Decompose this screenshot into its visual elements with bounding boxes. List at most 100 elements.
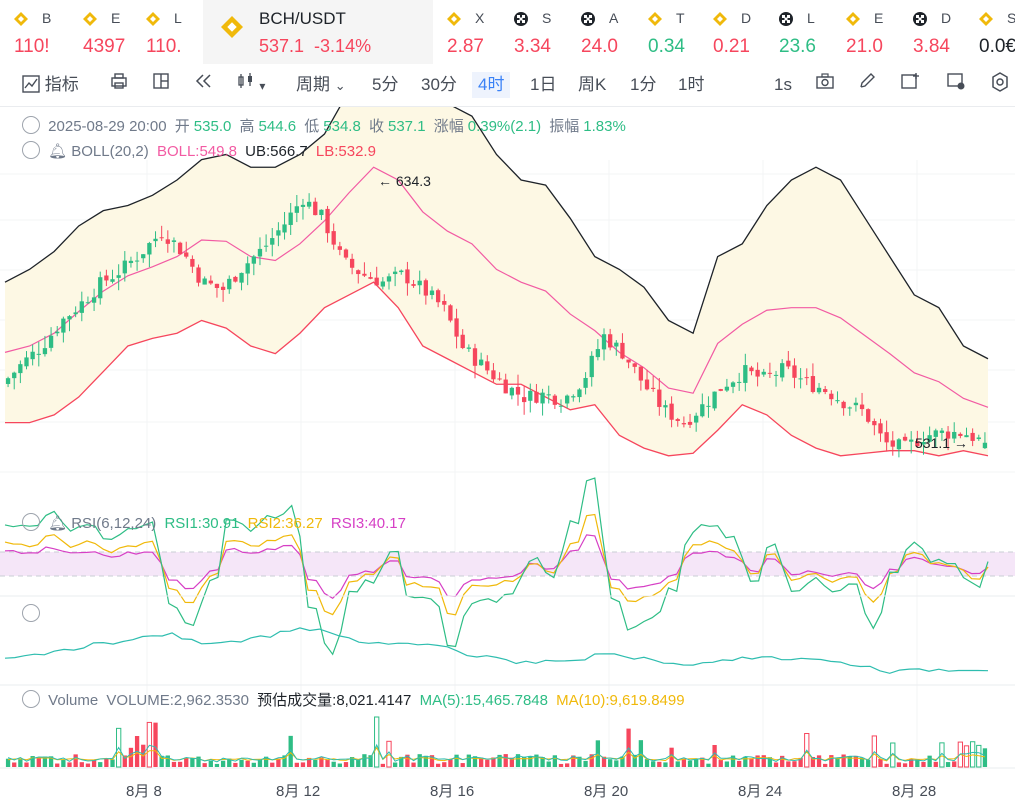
candle-body — [521, 397, 527, 403]
rsi2-value: RSI2:36.27 — [247, 515, 323, 532]
candle-body — [724, 386, 730, 391]
interval-1d[interactable]: 1日 — [530, 75, 557, 94]
volume-bar — [583, 760, 588, 767]
volume-bar — [374, 716, 380, 768]
rsi3-line — [4, 534, 989, 600]
volume-bar — [503, 754, 508, 767]
interval-week[interactable]: 周K — [578, 75, 607, 94]
candle-body — [491, 370, 496, 380]
ticker-price: 110! — [14, 36, 50, 57]
candle-body — [220, 286, 226, 290]
interval-1h[interactable]: 1时 — [678, 75, 705, 94]
speed-button[interactable]: 1s — [774, 75, 792, 94]
volume-bar — [435, 763, 441, 767]
rewind-icon[interactable] — [194, 72, 214, 98]
volume-bar — [853, 755, 859, 767]
print-icon[interactable] — [110, 72, 128, 98]
candle-body — [134, 260, 140, 262]
volume-bar — [915, 759, 920, 767]
candle-body — [472, 348, 478, 366]
ticker-item[interactable]: L 23.6 — [765, 0, 832, 64]
ticker-item[interactable]: D 0.21 — [699, 0, 765, 64]
candle-body — [73, 312, 78, 315]
collapse-icon[interactable] — [22, 690, 40, 708]
candle-body — [196, 267, 201, 283]
collapse-icon[interactable] — [22, 116, 40, 134]
open-value: 535.0 — [193, 118, 232, 135]
candle-type-button[interactable]: ▾ — [236, 72, 265, 98]
chevron-right-icon[interactable] — [22, 604, 40, 622]
ticker-item[interactable]: S 3.34 — [500, 0, 567, 64]
bell-icon[interactable]: 🔔︎ — [48, 143, 68, 160]
interval-30m[interactable]: 30分 — [421, 75, 457, 94]
camera-icon[interactable] — [815, 72, 835, 98]
rsi3-value: RSI3:40.17 — [330, 515, 406, 532]
ticker-item[interactable]: E 4397 — [69, 0, 132, 64]
ticker-item[interactable]: L 110. — [132, 0, 203, 64]
volume-bar — [300, 762, 306, 767]
collapse-icon[interactable] — [22, 513, 40, 531]
candle-body — [761, 371, 766, 375]
candle-body — [282, 224, 287, 233]
candle-body — [159, 237, 164, 239]
settings-screen-icon[interactable] — [946, 72, 966, 98]
candle-body — [153, 238, 158, 242]
collapse-icon[interactable] — [22, 141, 40, 159]
volume-bar — [42, 756, 48, 767]
ticker-item[interactable]: E 21.0 — [832, 0, 899, 64]
candle-body — [540, 392, 545, 404]
volume-bar — [902, 763, 908, 767]
add-window-icon[interactable] — [900, 72, 920, 98]
volume-bar — [263, 756, 269, 767]
volume-bar — [540, 757, 545, 767]
volume-bar — [368, 755, 373, 767]
price-chart[interactable]: ← 634.3 531.1 → — [0, 107, 1015, 808]
gear-icon[interactable] — [990, 72, 1010, 98]
candle-body — [306, 201, 312, 207]
interval-1m[interactable]: 1分 — [630, 75, 657, 94]
interval-5m[interactable]: 5分 — [372, 75, 399, 94]
candle-body — [5, 378, 11, 384]
candle-body — [42, 348, 48, 355]
ticker-symbol: X — [475, 10, 485, 26]
x-axis-label: 8月 16 — [430, 783, 475, 800]
volume-bar — [233, 762, 238, 767]
volume-bar — [614, 760, 619, 767]
ticker-active[interactable]: BCH/USDT 537.1 -3.14% — [203, 0, 433, 64]
period-dropdown[interactable]: 周期 ⌄ — [296, 72, 346, 98]
high-price-marker: ← 634.3 — [378, 173, 431, 189]
candle-body — [595, 349, 601, 358]
pen-icon[interactable] — [858, 72, 876, 98]
boll-upper-line — [4, 107, 989, 360]
volume-bar — [681, 758, 687, 767]
extra-pane-toggle[interactable] — [22, 604, 44, 623]
ticker-symbol: T — [676, 10, 685, 26]
candle-body — [878, 423, 883, 434]
ticker-item[interactable]: A 24.0 — [567, 0, 634, 64]
candle-body — [755, 369, 760, 377]
indicators-button[interactable]: 指标 — [22, 72, 79, 98]
candle-body — [798, 378, 803, 380]
volume-bar — [528, 755, 533, 767]
ticker-item[interactable]: X 2.87 — [433, 0, 500, 64]
ticker-item[interactable]: D 3.84 — [899, 0, 965, 64]
ticker-item[interactable]: S 0.0€ — [965, 0, 1015, 64]
interval-4h[interactable]: 4时 — [472, 72, 511, 98]
volume-bar — [663, 762, 668, 767]
candle-body — [859, 404, 865, 410]
layout-icon[interactable] — [152, 72, 170, 98]
volume-bar — [497, 754, 502, 767]
candle-body — [718, 389, 723, 391]
ticker-item[interactable]: T 0.34 — [634, 0, 699, 64]
volume-bar — [767, 757, 773, 767]
boll-mid: BOLL:549.8 — [156, 143, 237, 160]
candle-body — [552, 395, 558, 405]
volume-bar — [448, 759, 453, 767]
candle-body — [982, 442, 988, 449]
ticker-price: 0.34 — [648, 36, 685, 57]
ticker-item[interactable]: B 110! — [0, 0, 69, 64]
volume-bar — [294, 762, 299, 767]
bell-icon[interactable]: 🔔︎ — [48, 515, 68, 532]
volume-bar — [546, 761, 551, 767]
ticker-symbol: BCH/USDT — [259, 9, 346, 28]
